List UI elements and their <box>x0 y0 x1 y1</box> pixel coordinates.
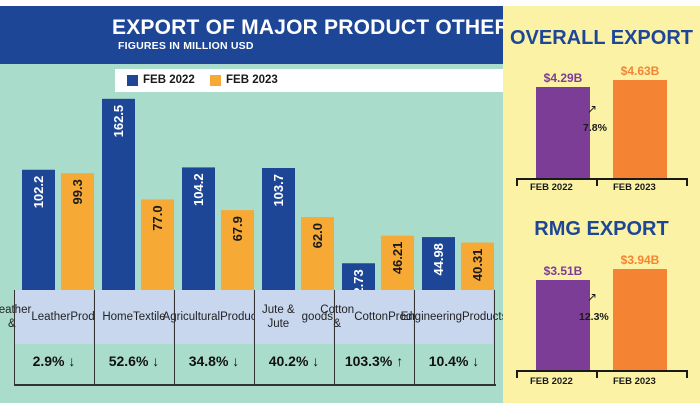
category-label: Agricultural Products <box>163 290 265 344</box>
bar-feb-2022-4 <box>342 263 375 290</box>
bar-value-label-feb-2023-2: 67.9 <box>230 216 245 241</box>
overall-export-value-feb-2023: $4.63B <box>620 64 660 78</box>
category-label: Leather &LeatherProducts <box>0 290 116 344</box>
bar-value-label-feb-2023-1: 77.0 <box>150 205 165 230</box>
change-percentage: 52.6% ↓ <box>108 353 160 369</box>
bar-feb-2022-0 <box>22 169 55 290</box>
change-percentage: 103.3% ↑ <box>344 353 404 369</box>
down-arrow-icon: ↓ <box>312 353 320 369</box>
overall-export-category-feb-2022: FEB 2022 <box>530 182 573 193</box>
bar-feb-2022-1 <box>102 98 135 290</box>
increase-arrow-icon: ↗ <box>587 290 598 304</box>
overall-export-bar-feb-2022 <box>536 87 590 178</box>
bar-feb-2023-4 <box>381 235 414 290</box>
bar-value-label-feb-2022-1: 162.5 <box>111 105 126 138</box>
rmg-export-category-feb-2022: FEB 2022 <box>530 376 573 387</box>
down-arrow-icon: ↓ <box>68 353 76 369</box>
main-bar-chart: 102.2 99.3162.577.0104.267.9103.762.022.7… <box>22 98 494 302</box>
rmg-export-category-feb-2023: FEB 2023 <box>613 376 656 387</box>
legend-swatch-feb-2022 <box>127 75 138 86</box>
down-arrow-icon: ↓ <box>152 353 160 369</box>
bar-feb-2023-3 <box>301 217 334 290</box>
axis-tick <box>596 178 598 186</box>
bar-value-label-feb-2022-0: 102.2 <box>31 176 46 209</box>
bar-value-label-feb-2022-3: 103.7 <box>271 174 286 207</box>
rmg-export-value-feb-2022: $3.51B <box>543 264 583 279</box>
down-arrow-icon: ↓ <box>232 353 240 369</box>
rmg-export-axis <box>516 370 688 372</box>
change-percentage: 10.4% ↓ <box>428 353 480 369</box>
header-banner <box>0 6 503 64</box>
chart-subtitle: FIGURES IN MILLION USD <box>118 40 254 52</box>
bar-feb-2023-2 <box>221 210 254 290</box>
column-divider <box>494 290 495 385</box>
bar-value-label-feb-2023-3: 62.0 <box>310 223 325 248</box>
down-arrow-icon: ↓ <box>472 353 480 369</box>
bar-value-label-feb-2023-4: 46.21 <box>390 242 405 275</box>
legend-label-feb-2022: FEB 2022 <box>143 74 195 86</box>
axis-tick <box>686 178 688 186</box>
change-percentage: 40.2% ↓ <box>268 353 320 369</box>
overall-export-value-feb-2022: $4.29B <box>543 71 583 86</box>
axis-tick <box>596 370 598 378</box>
bar-feb-2022-5 <box>422 237 455 290</box>
bar-feb-2023-1 <box>141 199 174 290</box>
column-divider <box>174 290 175 385</box>
column-divider <box>334 290 335 385</box>
bar-value-label-feb-2023-0: 99.3 <box>70 179 85 204</box>
legend-swatch-feb-2023 <box>210 75 221 86</box>
category-label: Engineering Products <box>401 290 507 344</box>
overall-export-change: 7.8% <box>583 122 607 134</box>
axis-tick <box>686 370 688 378</box>
column-divider <box>414 290 415 385</box>
legend-label-feb-2023: FEB 2023 <box>226 74 278 86</box>
rmg-export-value-feb-2023: $3.94B <box>620 253 660 267</box>
category-label: Home Textile <box>95 290 173 344</box>
overall-export-title: OVERALL EXPORT <box>510 27 693 49</box>
bar-feb-2022-3 <box>262 168 295 290</box>
rmg-export-bar-feb-2022 <box>536 280 590 370</box>
change-percentage: 34.8% ↓ <box>188 353 240 369</box>
table-bottom-line <box>14 384 496 386</box>
rmg-export-change: 12.3% <box>579 311 609 323</box>
overall-export-category-feb-2023: FEB 2023 <box>613 182 656 193</box>
column-divider <box>14 290 15 385</box>
overall-export-axis <box>516 178 688 180</box>
bar-feb-2023-0 <box>61 173 94 290</box>
column-divider <box>94 290 95 385</box>
axis-tick <box>516 370 518 378</box>
increase-arrow-icon: ↗ <box>587 102 598 116</box>
bar-value-label-feb-2022-2: 104.2 <box>191 173 206 206</box>
up-arrow-icon: ↑ <box>396 353 404 369</box>
category-label: Jute & Jute goods <box>255 290 333 344</box>
bar-value-label-feb-2022-5: 44.98 <box>431 243 446 276</box>
axis-tick <box>516 178 518 186</box>
rmg-export-bar-feb-2023 <box>613 269 667 370</box>
change-percentage: 2.9% ↓ <box>32 353 76 369</box>
summary-panel: OVERALL EXPORT $4.29B $4.63B ↗ 7.8% FEB … <box>503 6 700 403</box>
overall-export-bar-feb-2023 <box>613 80 667 178</box>
legend: FEB 2022 FEB 2023 <box>115 69 503 92</box>
bar-feb-2023-5 <box>461 242 494 290</box>
category-label: Cotton & Cotton Product <box>320 290 428 344</box>
chart-title: EXPORT OF MAJOR PRODUCT OTHER THAN RMG <box>112 16 631 39</box>
column-divider <box>254 290 255 385</box>
rmg-export-title: RMG EXPORT <box>534 218 669 240</box>
bar-value-label-feb-2023-5: 40.31 <box>470 249 485 282</box>
bar-feb-2022-2 <box>182 167 215 290</box>
